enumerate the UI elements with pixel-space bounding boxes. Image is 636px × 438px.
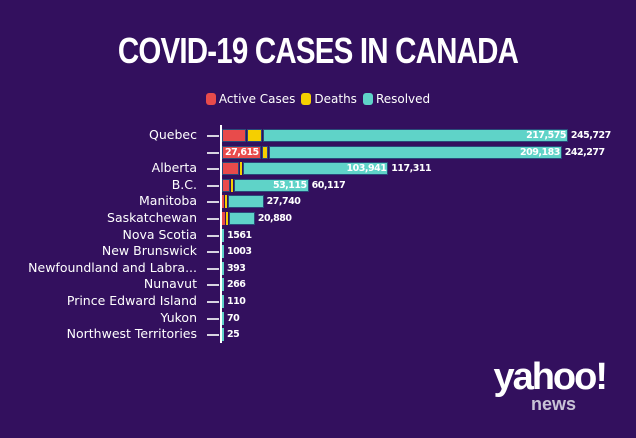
category-label: Newfoundland and Labra... — [28, 259, 197, 275]
resolved-value-label: 217,575 — [526, 130, 566, 141]
bar-resolved — [222, 295, 224, 308]
bar-resolved — [222, 311, 224, 325]
active-value-label: 27,615 — [225, 146, 259, 158]
total-value-label: 110 — [227, 296, 246, 307]
y-axis-line — [220, 125, 222, 343]
total-value-label: 245,727 — [570, 130, 611, 141]
bar-deaths — [226, 212, 229, 225]
axis-tick — [207, 151, 219, 154]
bar-active — [222, 195, 225, 209]
category-label: Quebec — [149, 127, 197, 142]
bar-row: Newfoundland and Labra... 393 — [0, 259, 636, 276]
bar-row: B.C. 53,115 60,117 — [0, 176, 636, 193]
bar-deaths — [239, 162, 242, 176]
total-value-label: 1003 — [227, 246, 252, 258]
axis-tick — [207, 301, 219, 303]
bar-resolved — [222, 228, 225, 242]
bar-row: Manitoba 27,740 — [0, 193, 636, 209]
axis-tick — [207, 135, 219, 137]
bar-resolved — [229, 212, 255, 225]
bar-active — [222, 129, 247, 142]
bar-resolved — [222, 278, 224, 292]
logo-text: yahoo! — [493, 356, 608, 398]
bar-active — [222, 212, 226, 225]
axis-tick — [207, 334, 219, 337]
bar-active — [222, 178, 231, 192]
bar-row: Alberta 103,941 117,311 — [0, 160, 636, 176]
bar-row: 27,615 209,183 242,277 — [0, 145, 636, 160]
category-label: Nunavut — [143, 276, 197, 292]
bar-resolved — [222, 328, 224, 342]
total-value-label: 27,740 — [266, 196, 301, 208]
resolved-value-label: 53,115 — [272, 179, 307, 191]
total-value-label: 20,880 — [257, 213, 292, 224]
legend-item-deaths: Deaths — [301, 92, 357, 106]
axis-tick — [207, 267, 219, 270]
total-value-label: 25 — [227, 329, 240, 341]
legend-label: Resolved — [375, 92, 431, 106]
bar-resolved — [222, 261, 224, 275]
axis-tick — [207, 184, 219, 187]
total-value-label: 242,277 — [564, 146, 605, 158]
category-label: Prince Edward Island — [66, 293, 197, 308]
resolved-value-label: 209,183 — [520, 146, 560, 158]
axis-tick — [207, 317, 219, 320]
category-label: New Brunswick — [101, 243, 197, 259]
category-label: Saskatchewan — [107, 210, 197, 225]
bar-row: Prince Edward Island 110 — [0, 293, 636, 309]
category-label: Nova Scotia — [122, 226, 197, 242]
bar-row: Nunavut 266 — [0, 276, 636, 292]
legend-swatch-resolved — [362, 93, 373, 105]
bar-resolved — [268, 145, 562, 159]
legend-item-active: Active Cases — [205, 92, 296, 106]
chart-title: COVID-19 CASES IN CANADA — [117, 30, 519, 71]
logo-sub: news — [530, 394, 576, 414]
bar-row: Quebec 217,575 245,727 — [0, 127, 636, 143]
bar-resolved — [228, 195, 264, 209]
resolved-value-label: 103,941 — [346, 163, 387, 175]
bar-resolved — [222, 245, 224, 259]
total-value-label: 1561 — [227, 229, 252, 241]
bar-row: Saskatchewan 20,880 — [0, 210, 636, 226]
legend: Active Cases Deaths Resolved — [0, 92, 636, 106]
bar-deaths — [261, 145, 268, 159]
axis-tick — [207, 168, 219, 171]
category-label: Manitoba — [139, 193, 197, 209]
yahoo-news-logo: yahoo! news — [493, 356, 608, 415]
axis-tick — [207, 251, 219, 254]
axis-tick — [207, 218, 219, 220]
bar-active — [222, 162, 239, 176]
bar-row: Northwest Territories 25 — [0, 326, 636, 342]
legend-label: Deaths — [314, 92, 357, 106]
legend-label: Active Cases — [218, 92, 296, 106]
total-value-label: 60,117 — [311, 179, 346, 191]
bar-resolved — [234, 178, 309, 192]
category-label: Alberta — [151, 160, 197, 176]
legend-swatch-active — [205, 93, 216, 105]
bar-row: New Brunswick 1003 — [0, 243, 636, 259]
legend-swatch-deaths — [301, 93, 312, 105]
bar-deaths — [247, 129, 263, 142]
category-label: Northwest Territories — [66, 326, 197, 342]
bar-deaths — [231, 178, 234, 192]
legend-item-resolved: Resolved — [362, 92, 431, 106]
bar-resolved — [263, 129, 568, 142]
total-value-label: 70 — [227, 312, 240, 324]
bar-active — [222, 145, 261, 159]
axis-tick — [207, 234, 219, 237]
bar-row: Nova Scotia 1561 — [0, 226, 636, 243]
bar-deaths — [225, 195, 228, 209]
axis-tick — [207, 284, 219, 287]
category-label: B.C. — [171, 176, 197, 192]
bar-row: Yukon 70 — [0, 309, 636, 326]
category-label: Yukon — [160, 309, 198, 325]
bar-resolved — [242, 162, 389, 176]
total-value-label: 117,311 — [391, 163, 432, 175]
total-value-label: 266 — [227, 279, 246, 291]
total-value-label: 393 — [227, 262, 246, 274]
axis-tick — [207, 201, 219, 204]
